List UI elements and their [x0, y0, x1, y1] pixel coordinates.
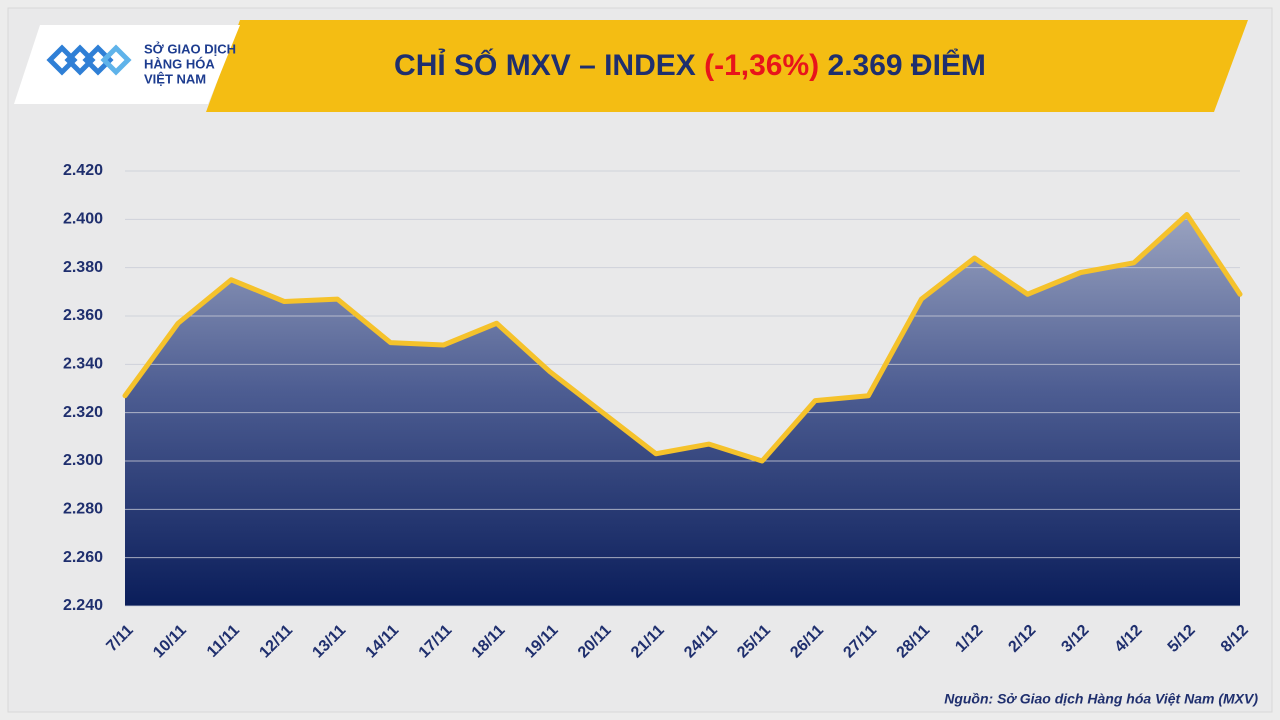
y-tick-label: 2.360 [63, 307, 103, 324]
y-tick-label: 2.340 [63, 356, 103, 373]
chart-title: CHỈ SỐ MXV – INDEX (-1,36%) 2.369 ĐIỂM [394, 48, 986, 82]
title-value: 2.369 ĐIỂM [828, 48, 986, 82]
logo-icon [46, 44, 132, 76]
title-banner [206, 20, 1248, 112]
line [122, 212, 1243, 464]
y-tick-label: 2.420 [63, 162, 103, 179]
y-tick-label: 2.380 [63, 259, 103, 276]
y-tick-label: 2.320 [63, 404, 103, 421]
y-tick-label: 2.280 [63, 501, 103, 518]
source-note: Nguồn: Sở Giao dịch Hàng hóa Việt Nam (M… [944, 691, 1258, 707]
title-text: CHỈ SỐ MXV – INDEX [394, 48, 696, 82]
logo-text: SỞ GIAO DỊCH [144, 41, 236, 56]
title-change: (-1,36%) [704, 49, 819, 82]
y-tick-label: 2.300 [63, 452, 103, 469]
y-tick-label: 2.240 [63, 597, 103, 614]
y-tick-label: 2.260 [63, 549, 103, 566]
area [125, 214, 1240, 606]
logo-text: VIỆT NAM [144, 71, 206, 86]
y-tick-label: 2.400 [63, 211, 103, 228]
logo-text: HÀNG HÓA [144, 56, 215, 71]
